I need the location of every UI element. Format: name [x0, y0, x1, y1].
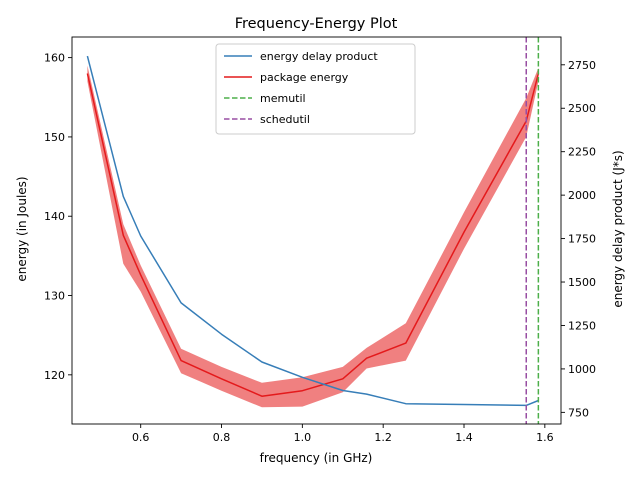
y-left-tick-label: 130 [44, 290, 65, 303]
legend-label: schedutil [260, 113, 310, 126]
legend-box [215, 43, 416, 135]
y-right-tick-label: 2500 [568, 102, 596, 115]
package-energy-band [87, 65, 539, 408]
y-right-tick-label: 1250 [568, 319, 596, 332]
package-energy-line [86, 73, 540, 397]
y-right-tick-label: 1000 [568, 363, 596, 376]
x-tick-label: 1.0 [294, 431, 312, 444]
chart-title: Frequency-Energy Plot [235, 16, 398, 32]
x-axis-label: frequency (in GHz) [260, 451, 373, 465]
y-right-tick-label: 2000 [568, 189, 596, 202]
x-tick-label: 1.4 [455, 431, 473, 444]
y-left-tick-label: 160 [44, 52, 65, 65]
y-axis-label-right: energy delay product (J*s) [611, 150, 625, 307]
y-left-tick-label: 150 [44, 131, 65, 144]
x-tick-label: 1.2 [374, 431, 392, 444]
y-left-tick-label: 120 [44, 369, 65, 382]
x-tick-label: 1.6 [536, 431, 554, 444]
y-right-tick-label: 750 [568, 406, 589, 419]
legend: energy delay product package energy memuti… [215, 43, 416, 135]
y-right-tick-label: 2250 [568, 146, 596, 159]
x-tick-label: 0.8 [213, 431, 231, 444]
plot-contents [86, 37, 540, 424]
y-right-tick-label: 2750 [568, 59, 596, 72]
y-axis-label-left: energy (in Joules) [15, 176, 29, 281]
legend-label: package energy [260, 71, 349, 84]
axes: 0.6 0.8 1.0 1.2 1.4 1.6 120 130 140 150 160 750 1000… [44, 36, 596, 444]
axes-frame [71, 36, 562, 425]
legend-label: memutil [260, 92, 306, 105]
legend-label: energy delay product [260, 50, 378, 63]
x-tick-label: 0.6 [132, 431, 150, 444]
y-right-tick-label: 1750 [568, 233, 596, 246]
y-right-tick-label: 1500 [568, 276, 596, 289]
energy-delay-product-line [86, 55, 539, 407]
y-left-tick-label: 140 [44, 210, 65, 223]
plot-area [86, 37, 540, 424]
